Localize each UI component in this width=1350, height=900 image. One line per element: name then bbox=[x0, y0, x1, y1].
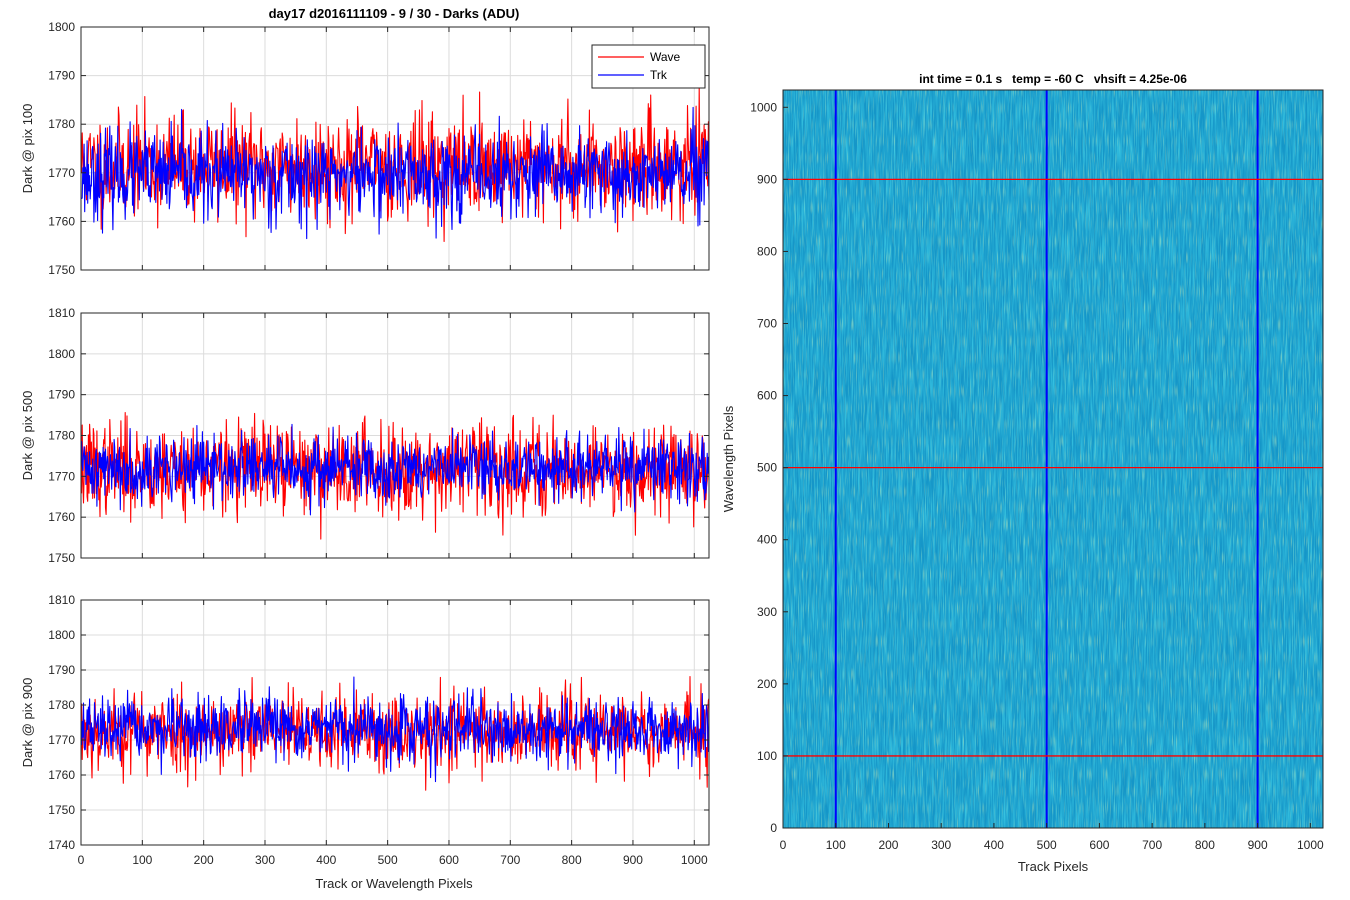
y-tick-label: 1800 bbox=[48, 347, 75, 361]
x-tick-label: 400 bbox=[984, 838, 1004, 852]
dark-frame-ticks: 0 100 200 300 400 500 600 700 800 900 1000 0 100 200 3… bbox=[750, 100, 1324, 852]
x-tick-label: 500 bbox=[378, 853, 398, 867]
figure-suptitle: day17 d2016111109 - 9 / 30 - Darks (ADU) bbox=[269, 6, 520, 21]
y-tick-label: 200 bbox=[757, 677, 777, 691]
dark-pix100-series bbox=[81, 86, 710, 243]
legend-wave-label: Wave bbox=[650, 50, 681, 64]
dark-frame-heatmap: int time = 0.1 s temp = -60 C vhsift = 4… bbox=[721, 72, 1324, 874]
y-tick-label: 1750 bbox=[48, 803, 75, 817]
y-tick-label: 800 bbox=[757, 244, 777, 258]
y-tick-label: 1740 bbox=[48, 838, 75, 852]
legend-trk-label: Trk bbox=[650, 68, 668, 82]
y-tick-label: 0 bbox=[770, 821, 777, 835]
legend-box bbox=[591, 44, 706, 89]
y-tick-label: 1770 bbox=[48, 166, 75, 180]
x-tick-label: 800 bbox=[562, 853, 582, 867]
y-tick-label: 1760 bbox=[48, 768, 75, 782]
x-tick-label: 900 bbox=[1248, 838, 1268, 852]
y-tick-label: 600 bbox=[757, 389, 777, 403]
y-tick-label: 1800 bbox=[48, 20, 75, 34]
y-tick-label: 500 bbox=[757, 461, 777, 475]
y-tick-label: 1000 bbox=[750, 100, 777, 114]
y-tick-label: 900 bbox=[757, 172, 777, 186]
y-tick-label: 1810 bbox=[48, 593, 75, 607]
y-tick-label: 100 bbox=[757, 749, 777, 763]
dark-pix900-axes-box bbox=[80, 599, 710, 846]
series-trk-line bbox=[81, 423, 710, 516]
x-tick-label: 600 bbox=[439, 853, 459, 867]
dark-frame-ylabel: Wavelength Pixels bbox=[721, 405, 736, 512]
dark-pix100-ylabel: Dark @ pix 100 bbox=[20, 104, 35, 194]
dark-pix500-plot: 1750 1760 1770 1780 1790 1800 1810 Dark @ pix … bbox=[20, 306, 710, 565]
series-wave-line bbox=[81, 412, 710, 540]
dark-pix500-ylabel: Dark @ pix 500 bbox=[20, 391, 35, 481]
dark-frame-streaks bbox=[783, 90, 1323, 828]
y-tick-label: 1790 bbox=[48, 69, 75, 83]
x-tick-label: 200 bbox=[194, 853, 214, 867]
legend: Wave Trk bbox=[591, 44, 706, 89]
dark-pix900-xlabel: Track or Wavelength Pixels bbox=[315, 876, 473, 891]
y-tick-label: 300 bbox=[757, 605, 777, 619]
dark-pix900-series bbox=[81, 676, 710, 791]
x-tick-label: 1000 bbox=[681, 853, 708, 867]
y-tick-label: 1810 bbox=[48, 306, 75, 320]
x-tick-label: 1000 bbox=[1297, 838, 1324, 852]
y-tick-label: 1790 bbox=[48, 663, 75, 677]
dark-frame-title: int time = 0.1 s temp = -60 C vhsift = 4… bbox=[919, 72, 1187, 86]
y-tick-label: 1780 bbox=[48, 117, 75, 131]
x-tick-label: 600 bbox=[1089, 838, 1109, 852]
y-tick-label: 1760 bbox=[48, 214, 75, 228]
dark-pix100-axes-box bbox=[80, 26, 710, 271]
dark-frame-axes-box bbox=[782, 89, 1324, 829]
x-tick-label: 100 bbox=[132, 853, 152, 867]
x-tick-label: 0 bbox=[780, 838, 787, 852]
x-tick-label: 300 bbox=[255, 853, 275, 867]
dark-pix900-ylabel: Dark @ pix 900 bbox=[20, 678, 35, 768]
y-tick-label: 1800 bbox=[48, 628, 75, 642]
dark-frame-image bbox=[783, 90, 1323, 828]
x-tick-label: 100 bbox=[826, 838, 846, 852]
x-tick-label: 700 bbox=[1142, 838, 1162, 852]
x-tick-label: 400 bbox=[316, 853, 336, 867]
x-tick-label: 900 bbox=[623, 853, 643, 867]
y-tick-label: 1780 bbox=[48, 429, 75, 443]
x-tick-label: 0 bbox=[78, 853, 85, 867]
x-tick-label: 200 bbox=[878, 838, 898, 852]
y-tick-label: 1750 bbox=[48, 263, 75, 277]
x-tick-label: 300 bbox=[931, 838, 951, 852]
y-tick-label: 1770 bbox=[48, 733, 75, 747]
y-tick-label: 1790 bbox=[48, 388, 75, 402]
dark-pix100-ticks: 1750 1760 1770 1780 1790 1800 bbox=[48, 20, 709, 277]
dark-pix500-grid bbox=[81, 313, 709, 558]
y-tick-label: 700 bbox=[757, 317, 777, 331]
x-tick-label: 800 bbox=[1195, 838, 1215, 852]
dark-pix900-ticks: 1740 1750 1760 1770 1780 1790 1800 1810 0 100 200 3… bbox=[48, 593, 709, 867]
y-tick-label: 1750 bbox=[48, 551, 75, 565]
dark-frame-xlabel: Track Pixels bbox=[1018, 859, 1089, 874]
y-tick-label: 400 bbox=[757, 533, 777, 547]
x-tick-label: 700 bbox=[500, 853, 520, 867]
dark-pix100-plot: day17 d2016111109 - 9 / 30 - Darks (ADU)… bbox=[20, 6, 710, 277]
dark-pix500-ticks: 1750 1760 1770 1780 1790 1800 1810 bbox=[48, 306, 709, 565]
series-trk-line bbox=[81, 676, 710, 783]
y-tick-label: 1780 bbox=[48, 698, 75, 712]
y-tick-label: 1760 bbox=[48, 510, 75, 524]
dark-pix500-series bbox=[81, 412, 710, 540]
dark-pix900-plot: 1740 1750 1760 1770 1780 1790 1800 1810 0 100 200 3… bbox=[20, 593, 710, 891]
y-tick-label: 1770 bbox=[48, 469, 75, 483]
wavelength-markers bbox=[783, 178, 1323, 757]
series-trk-line bbox=[81, 106, 710, 240]
x-tick-label: 500 bbox=[1037, 838, 1057, 852]
track-markers bbox=[834, 90, 1259, 828]
